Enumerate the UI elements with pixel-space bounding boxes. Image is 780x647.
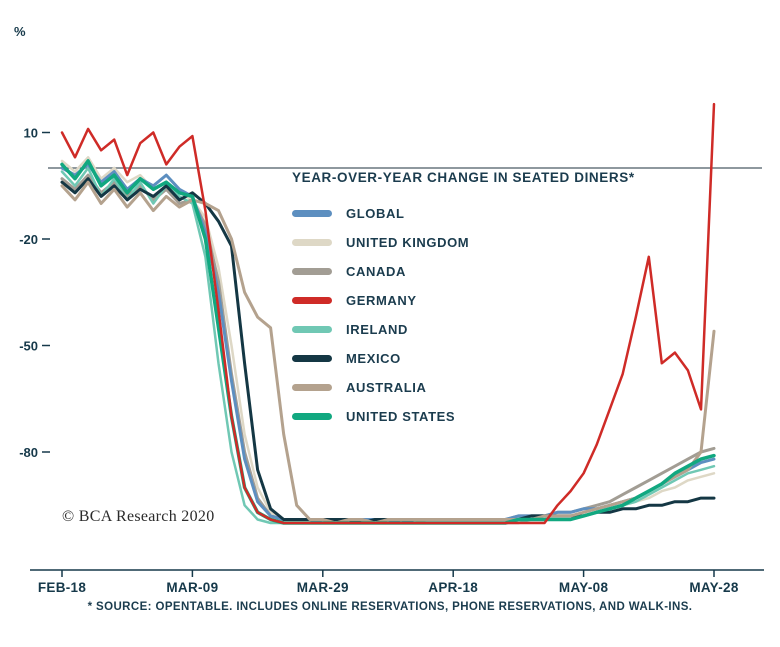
y-tick-label: 10 — [24, 126, 38, 141]
legend-swatch-ireland — [292, 326, 332, 333]
x-tick-label: FEB-18 — [38, 580, 87, 595]
legend-swatch-united-states — [292, 413, 332, 420]
legend-item-canada: CANADA — [292, 257, 635, 286]
legend-label-global: GLOBAL — [346, 206, 405, 221]
legend-swatch-global — [292, 210, 332, 217]
legend-label-united-kingdom: UNITED KINGDOM — [346, 235, 470, 250]
x-tick-label: MAR-09 — [166, 580, 218, 595]
x-tick-label: APR-18 — [428, 580, 478, 595]
legend-swatch-australia — [292, 384, 332, 391]
copyright-notice: © BCΑ Research 2020 — [62, 508, 215, 525]
legend-item-global: GLOBAL — [292, 199, 635, 228]
y-tick-label: -50 — [19, 339, 38, 354]
legend-item-australia: AUSTRALIA — [292, 373, 635, 402]
legend-label-mexico: MEXICO — [346, 351, 401, 366]
series-line-australia — [60, 180, 716, 525]
chart-legend: YEAR-OVER-YEAR CHANGE IN SEATED DINERS* … — [292, 170, 635, 431]
y-tick-label: -80 — [19, 445, 38, 460]
legend-item-mexico: MEXICO — [292, 344, 635, 373]
legend-item-united-kingdom: UNITED KINGDOM — [292, 228, 635, 257]
source-footnote: * SOURCE: OPENTABLE. INCLUDES ONLINE RES… — [87, 601, 693, 613]
legend-label-united-states: UNITED STATES — [346, 409, 456, 424]
series-line-germany — [60, 102, 716, 525]
legend-items: GLOBAL UNITED KINGDOM CANADA GERMANY IRELAND… — [292, 199, 635, 431]
legend-swatch-germany — [292, 297, 332, 304]
legend-swatch-canada — [292, 268, 332, 275]
y-axis-unit-label: % — [14, 24, 26, 39]
legend-label-canada: CANADA — [346, 264, 406, 279]
legend-swatch-united-kingdom — [292, 239, 332, 246]
legend-swatch-mexico — [292, 355, 332, 362]
x-tick-label: MAR-29 — [297, 580, 349, 595]
legend-label-ireland: IRELAND — [346, 322, 408, 337]
legend-label-germany: GERMANY — [346, 293, 417, 308]
y-tick-label: -20 — [19, 232, 38, 247]
chart-title: YEAR-OVER-YEAR CHANGE IN SEATED DINERS* — [292, 170, 635, 185]
x-tick-label: MAY-28 — [689, 580, 739, 595]
line-chart: 10 -20 -50 -80% FEB-18 MAR-09 MAR-29 APR-18 MAY-… — [14, 24, 764, 595]
legend-label-australia: AUSTRALIA — [346, 380, 427, 395]
x-tick-label: MAY-08 — [559, 580, 609, 595]
legend-item-united-states: UNITED STATES — [292, 402, 635, 431]
legend-item-germany: GERMANY — [292, 286, 635, 315]
legend-item-ireland: IRELAND — [292, 315, 635, 344]
